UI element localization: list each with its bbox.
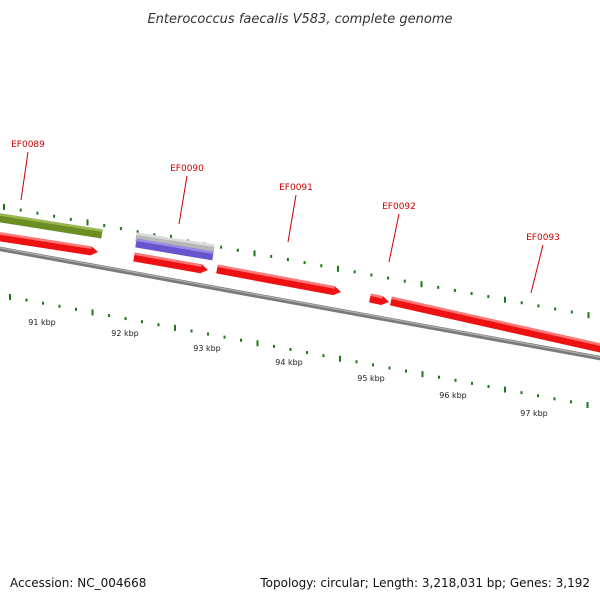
gene-leader-line (388, 213, 400, 263)
accession-text: Accession: NC_004668 (10, 576, 147, 590)
gene-label-ef0093[interactable]: EF0093 (526, 233, 560, 243)
feature-bar-olive (0, 212, 103, 239)
gene-label-ef0092[interactable]: EF0092 (382, 202, 416, 212)
genome-backbone (0, 246, 600, 361)
cds-arrow-ef0088 (0, 231, 98, 256)
scale-tick-label: 97 kbp (520, 409, 548, 418)
gene-leader-line (20, 151, 29, 201)
gene-label-ef0090[interactable]: EF0090 (170, 164, 204, 174)
scale-tick-label: 91 kbp (28, 318, 56, 327)
gene-leader-line (530, 244, 544, 294)
feature-bar-gray (135, 232, 215, 254)
feature-track (0, 212, 600, 354)
feature-bar-blue (135, 238, 214, 261)
scale-tick-label: 93 kbp (193, 344, 221, 353)
gene-label-ef0089[interactable]: EF0089 (11, 140, 45, 150)
map-title: Enterococcus faecalis V583, complete gen… (147, 12, 452, 27)
gene-labels: EF0089 EF0090 EF0091 EF0092 EF0093 (11, 140, 560, 294)
cds-arrow-ef0090 (133, 252, 208, 274)
gene-leader-line (178, 175, 188, 225)
scale-tick-label: 95 kbp (357, 374, 385, 383)
gc-tick-row-bottom (9, 294, 589, 408)
cds-arrow-ef0091 (216, 264, 341, 296)
scale-tick-label: 92 kbp (111, 329, 139, 338)
cds-arrow-ef0093 (390, 296, 600, 354)
genome-summary-text: Topology: circular; Length: 3,218,031 bp… (260, 576, 590, 590)
gene-label-ef0091[interactable]: EF0091 (279, 183, 313, 193)
cds-arrow-ef0092 (369, 293, 390, 305)
scale-labels: 91 kbp 92 kbp 93 kbp 94 kbp 95 kbp 96 kbp 97 k… (28, 318, 548, 418)
scale-tick-label: 94 kbp (275, 358, 303, 367)
gene-leader-line (287, 194, 297, 243)
scale-tick-label: 96 kbp (439, 391, 467, 400)
